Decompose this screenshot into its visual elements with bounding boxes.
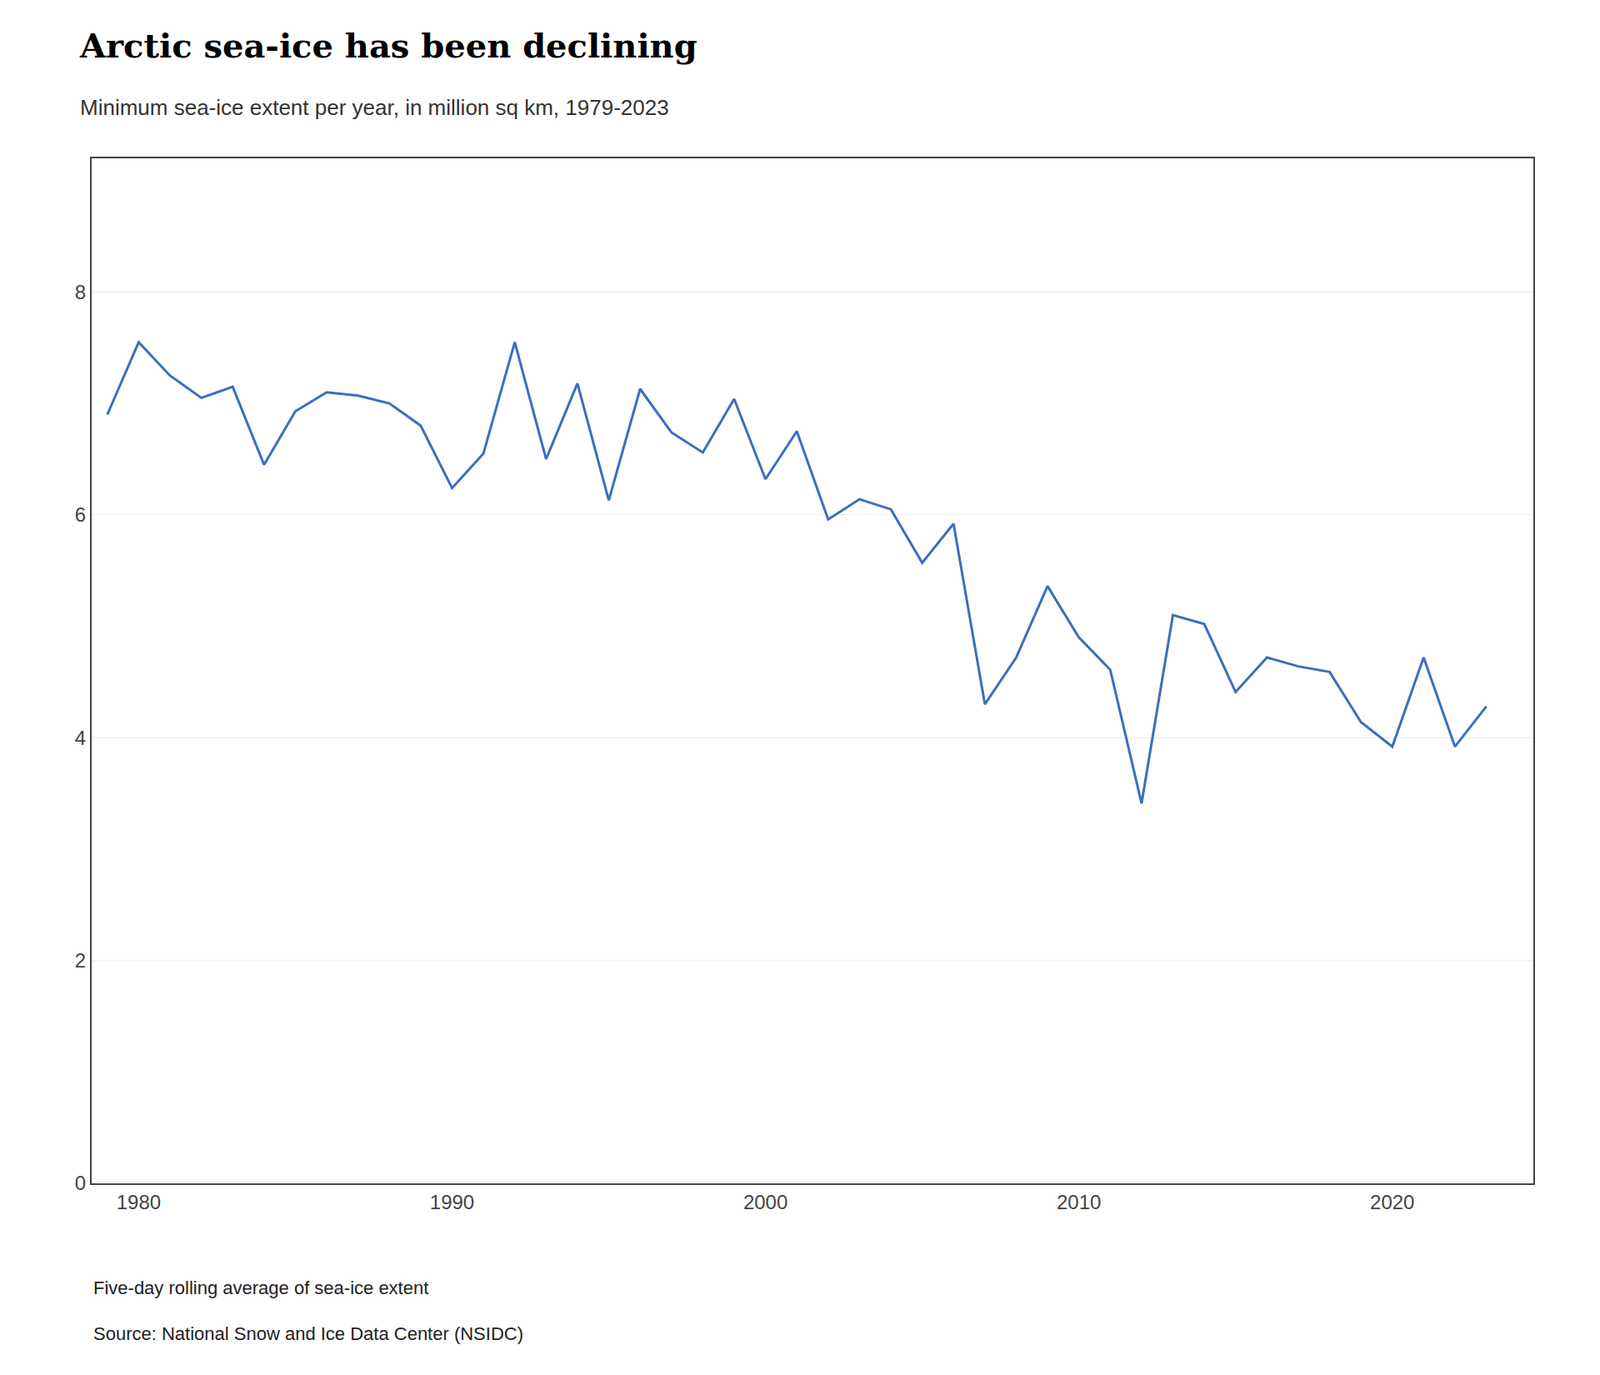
svg-text:2020: 2020 [1370, 1190, 1415, 1214]
svg-text:0: 0 [75, 1171, 86, 1195]
svg-text:Five-day rolling average of se: Five-day rolling average of sea-ice exte… [93, 1277, 429, 1299]
svg-text:Source: National Snow and Ice: Source: National Snow and Ice Data Cente… [93, 1323, 524, 1345]
svg-text:2000: 2000 [743, 1190, 788, 1214]
svg-text:Arctic sea-ice has been declin: Arctic sea-ice has been declining [79, 25, 698, 65]
svg-text:1980: 1980 [116, 1190, 161, 1214]
svg-text:2010: 2010 [1056, 1190, 1101, 1214]
svg-text:4: 4 [75, 726, 86, 750]
svg-text:Minimum sea-ice extent per yea: Minimum sea-ice extent per year, in mill… [80, 95, 670, 120]
svg-text:6: 6 [75, 503, 86, 526]
svg-text:1990: 1990 [430, 1190, 475, 1214]
svg-text:2: 2 [75, 949, 86, 972]
svg-text:8: 8 [75, 280, 86, 304]
